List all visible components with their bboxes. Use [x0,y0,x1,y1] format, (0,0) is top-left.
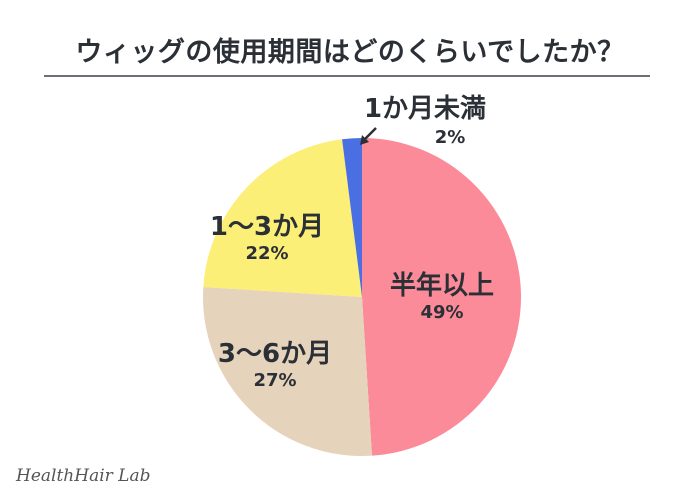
slice-half-year [362,138,521,456]
slice-3-6-months [203,287,372,456]
label-name: 半年以上 [389,271,494,301]
title-underline [44,75,650,77]
label-name: 3〜6か月 [217,339,333,369]
slice-1-3-months [203,139,362,297]
label-percent: 49% [420,302,464,323]
slice-under-1-month [342,138,362,297]
slice-label-half-year: 半年以上 49% [372,271,512,325]
arrow-head-icon [360,135,369,145]
chart-title: ウィッグの使用期間はどのくらいでしたか？ [75,37,625,68]
label-percent: 2% [434,127,466,148]
label-percent: 22% [245,243,289,264]
label-name: 1〜3か月 [209,212,325,242]
slice-label-1-3-months: 1〜3か月 22% [197,212,337,266]
label-percent: 27% [253,370,297,391]
brand-logo: HealthHair Lab [16,466,151,486]
label-name: 1か月未満 [363,94,487,124]
slice-label-3-6-months: 3〜6か月 27% [205,339,345,393]
slice-label-under-1-month: 1か月未満 2% [350,94,500,150]
